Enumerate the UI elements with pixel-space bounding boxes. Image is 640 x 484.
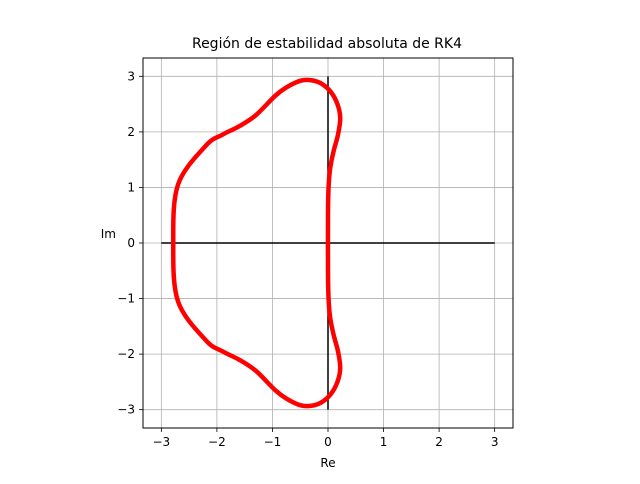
y-tick-label: −3 — [117, 403, 135, 417]
y-tick-label: 3 — [127, 69, 135, 83]
x-tick-label: −1 — [264, 435, 282, 449]
x-tick-label: 2 — [435, 435, 443, 449]
x-axis-label: Re — [320, 456, 335, 470]
y-tick-label: 0 — [127, 236, 135, 250]
y-tick-label: −1 — [117, 292, 135, 306]
stability-boundary-curve — [171, 77, 343, 409]
y-tick-label: 1 — [127, 180, 135, 194]
x-tick-label: −2 — [208, 435, 226, 449]
y-tick-label: 2 — [127, 125, 135, 139]
y-tick-label: −2 — [117, 347, 135, 361]
x-tick-label: 0 — [324, 435, 332, 449]
series-layer — [171, 77, 343, 409]
x-tick-label: 1 — [380, 435, 388, 449]
chart-title: Región de estabilidad absoluta de RK4 — [192, 36, 462, 52]
y-axis-label: Im — [101, 227, 116, 241]
x-tick-label: −3 — [152, 435, 170, 449]
x-tick-label: 3 — [491, 435, 499, 449]
ticks: −3 −2 −1 0 1 2 3 −3 −2 −1 0 1 2 3 — [117, 69, 498, 449]
